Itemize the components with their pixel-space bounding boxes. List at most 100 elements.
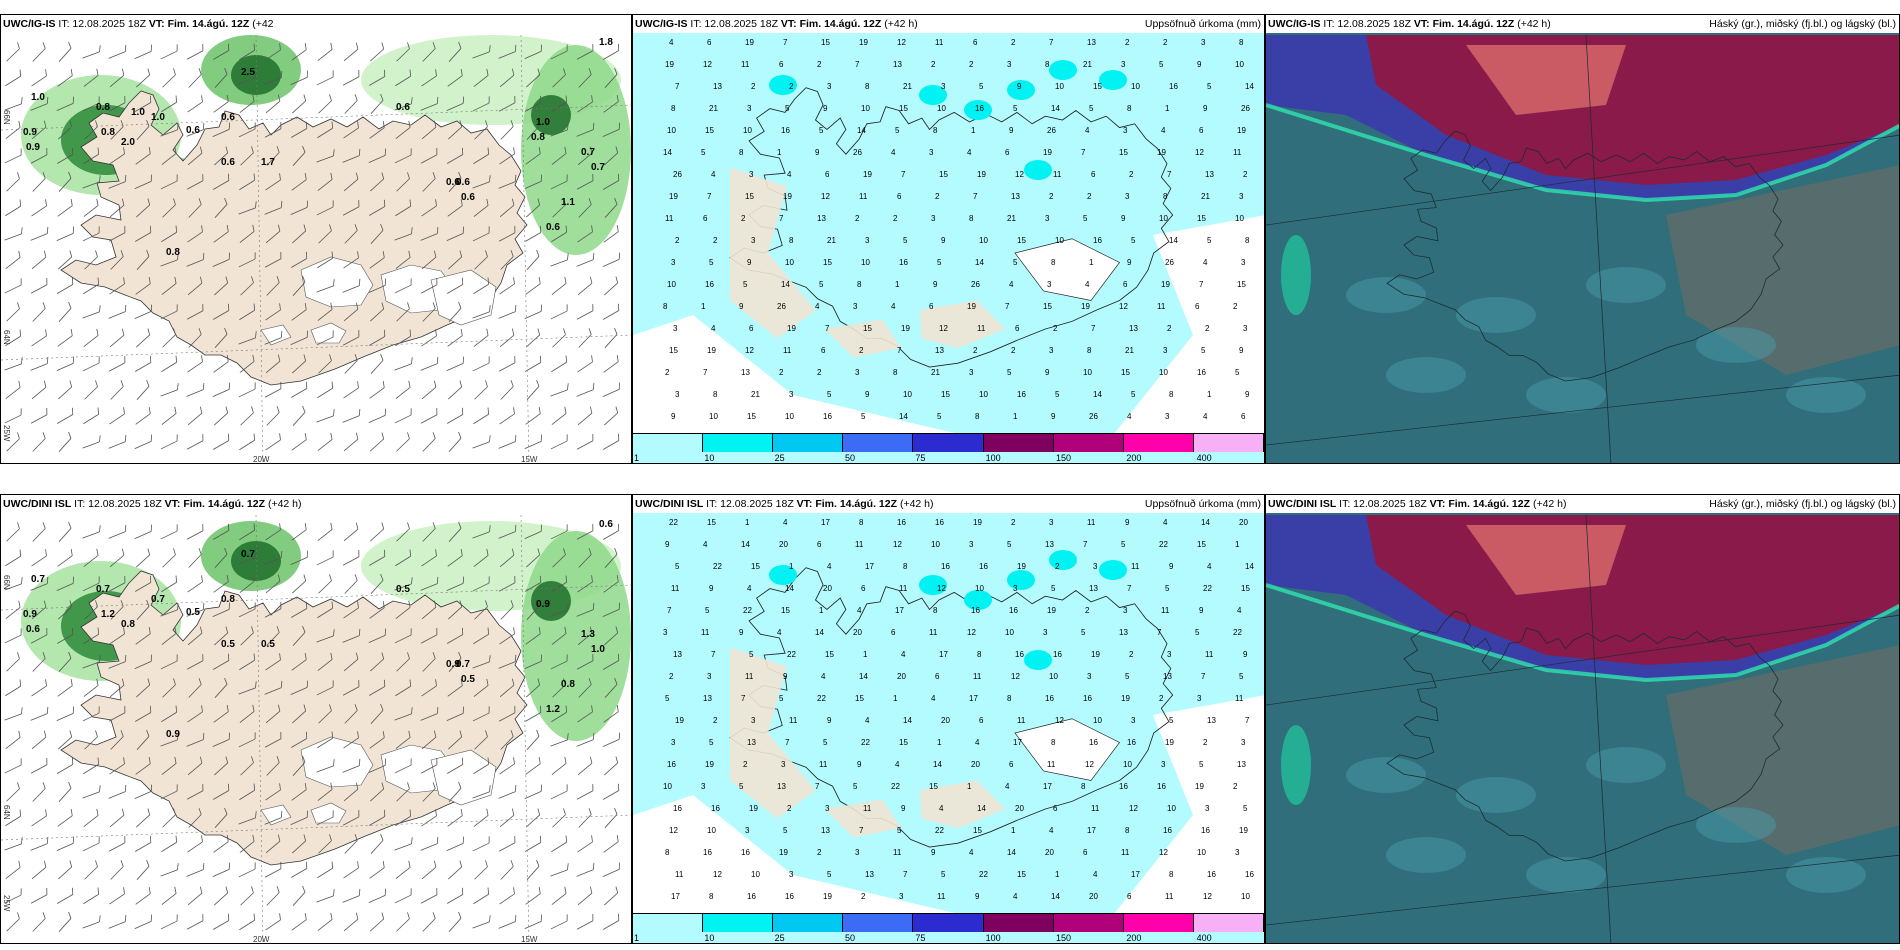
wind-barb-icon (291, 731, 308, 748)
wind-barb-icon (472, 356, 490, 372)
precip-value: 22 (1159, 540, 1168, 549)
precip-value: 17 (1043, 782, 1052, 791)
precip-value: 19 (1157, 148, 1166, 157)
colorbar-label: 25 (774, 453, 785, 463)
precip-value: 16 (1245, 870, 1254, 879)
wind-barb-icon (498, 44, 517, 59)
wind-barb-icon (213, 43, 230, 60)
precip-value: 5 (937, 258, 942, 267)
wind-barb-icon (161, 276, 177, 295)
wind-barb-icon (214, 406, 229, 426)
wind-barb-icon (396, 782, 410, 802)
wind-barb-icon (396, 172, 410, 192)
wind-barb-icon (421, 549, 437, 567)
wind-barb-icon (550, 784, 568, 800)
precip-value: 17 (1087, 826, 1096, 835)
precip-value: 12 (1195, 148, 1204, 157)
wind-barb-icon (370, 522, 385, 542)
precip-value: 6 (1241, 412, 1246, 421)
precip-value: 5 (819, 126, 824, 135)
wind-barb-icon (30, 278, 48, 294)
wind-barb-icon (551, 225, 568, 243)
wind-barb-icon (213, 523, 230, 540)
wind-barb-icon (474, 860, 488, 880)
precip-value: 6 (825, 170, 830, 179)
wind-barb-icon (421, 809, 437, 827)
wind-barb-icon (499, 757, 515, 775)
precip-value: 12 (1159, 848, 1168, 857)
wind-barb-icon (108, 836, 126, 852)
precip-value: 16 (673, 804, 682, 813)
wind-barb-icon (31, 250, 47, 270)
wind-barb-icon (58, 911, 72, 932)
wind-barb-icon (136, 548, 151, 568)
precip-value: 11 (899, 584, 908, 593)
wind-barb-icon (603, 653, 620, 670)
wind-barb-icon (369, 329, 386, 346)
wind-barb-icon (4, 278, 22, 294)
wind-barb-icon (448, 41, 462, 62)
wind-barb-icon (240, 406, 254, 426)
precip-value: 3 (745, 826, 750, 835)
precip-value: 19 (1017, 562, 1026, 571)
precip-value: 7 (1167, 170, 1172, 179)
wind-barb-icon (188, 678, 202, 698)
precip-value: 14 (781, 280, 790, 289)
wind-barb-icon (342, 408, 361, 423)
precip-value: 2 (969, 60, 974, 69)
precip-value: 8 (671, 104, 676, 113)
precip-value: 6 (861, 584, 866, 593)
precip-value: 0.8 (101, 127, 115, 138)
wind-barb-icon (317, 42, 333, 61)
wind-barb-icon (604, 886, 619, 906)
wind-barb-icon (160, 383, 179, 397)
wind-barb-icon (370, 703, 384, 724)
wind-barb-icon (551, 756, 567, 775)
wind-barb-icon (498, 576, 516, 592)
precip-value: 15 (705, 126, 714, 135)
precip-value: 10 (1055, 236, 1064, 245)
wind-barb-icon (161, 575, 178, 593)
precip-value: 8 (1169, 870, 1174, 879)
wind-barb-icon (4, 707, 23, 721)
iceland-coastline (729, 567, 1174, 848)
precip-value: 16 (1197, 368, 1206, 377)
wind-barb-icon (525, 627, 541, 645)
precip-value: 0.5 (221, 639, 235, 650)
precip-value: 10 (1131, 82, 1140, 91)
wind-barb-icon (238, 551, 257, 565)
precip-value: 19 (1091, 650, 1100, 659)
precip-value: 7 (973, 192, 978, 201)
precip-value: 17 (895, 606, 904, 615)
wind-barb-icon (31, 549, 47, 567)
wind-barb-icon (446, 706, 464, 722)
wind-barb-icon (57, 147, 74, 164)
lon-label-20: 20W (253, 935, 270, 944)
precip-value: 1.0 (536, 117, 550, 128)
wind-barb-icon (161, 355, 178, 373)
precip-value: 19 (1081, 302, 1090, 311)
wind-barb-icon (499, 627, 515, 645)
precip-value: 11 (1121, 848, 1130, 857)
wind-barb-icon (316, 629, 335, 643)
wind-barb-icon (498, 836, 516, 852)
precip-value: 13 (713, 82, 722, 91)
lon-label-15: 15W (521, 935, 538, 944)
wind-barb-icon (550, 654, 568, 670)
precip-value: 4 (969, 848, 974, 857)
precip-value: 13 (1045, 540, 1054, 549)
precip-value: 5 (1201, 346, 1206, 355)
precip-value: 4 (1013, 892, 1018, 901)
precip-value: 2 (675, 236, 680, 245)
precip-value: 13 (673, 650, 682, 659)
wind-barb-icon (136, 379, 150, 400)
wind-barb-icon (5, 860, 21, 879)
wind-barb-icon (161, 225, 178, 243)
precip-value: 2 (931, 60, 936, 69)
precip-value: 10 (667, 126, 676, 135)
wind-barb-icon (161, 835, 178, 853)
precip-value: 13 (741, 368, 750, 377)
precip-value: 3 (929, 148, 934, 157)
colorbar-label: 50 (845, 933, 856, 943)
colorbar-swatch (1193, 914, 1264, 932)
